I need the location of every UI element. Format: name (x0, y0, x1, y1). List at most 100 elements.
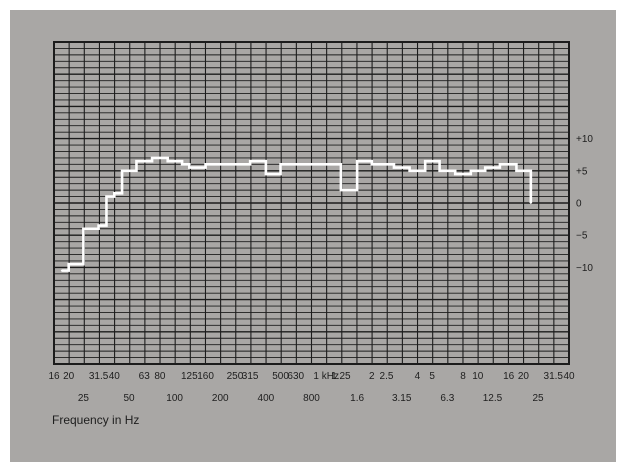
data-point (287, 163, 289, 166)
grid (53, 41, 570, 365)
data-point (431, 160, 434, 163)
data-point (135, 160, 138, 163)
data-point (195, 166, 198, 169)
data-point (522, 169, 525, 172)
data-point (279, 163, 282, 166)
data-point (332, 163, 335, 166)
x-tick-label: 500 (272, 371, 289, 382)
data-point (257, 160, 259, 163)
data-point (339, 189, 342, 192)
x-tick-label: 1.25 (331, 371, 351, 382)
x-tick-label: 50 (123, 393, 135, 404)
data-point (416, 169, 419, 172)
y-tick-label: −5 (576, 231, 588, 242)
x-tick-label: 2.5 (380, 371, 394, 382)
data-point (363, 160, 366, 163)
x-tick-label: 8 (460, 371, 466, 382)
data-point (476, 169, 479, 172)
x-tick-label: 4 (415, 371, 421, 382)
x-tick-label: 160 (197, 371, 214, 382)
data-point (491, 166, 494, 169)
data-point (294, 163, 297, 166)
data-point (507, 163, 510, 166)
data-point (318, 163, 321, 166)
x-tick-label: 12.5 (483, 393, 503, 404)
data-point (82, 227, 85, 230)
x-tick-label: 16 (503, 371, 515, 382)
data-point (325, 163, 328, 166)
data-point (128, 169, 130, 172)
data-point (143, 160, 146, 163)
data-point (75, 263, 78, 266)
data-point (515, 169, 518, 172)
data-point (241, 163, 244, 166)
data-point (181, 163, 183, 166)
data-point (159, 157, 161, 159)
x-tick-label: 40 (563, 371, 575, 382)
x-tick-label: 630 (287, 371, 304, 382)
x-tick-label: 31.5 (544, 371, 564, 382)
data-point (378, 163, 381, 166)
x-axis-label: Frequency in Hz (52, 413, 139, 427)
data-point (234, 163, 236, 166)
data-point (385, 163, 388, 166)
data-point (113, 192, 116, 195)
data-point (166, 160, 169, 163)
data-point (60, 269, 63, 272)
x-tick-label: 80 (154, 371, 166, 382)
x-tick-label: 1.6 (350, 393, 364, 404)
data-point (89, 227, 92, 230)
data-point (105, 195, 108, 198)
data-point (400, 166, 403, 169)
data-point (121, 169, 123, 172)
data-point (67, 263, 70, 266)
data-point (151, 157, 153, 159)
y-axis-ticks: +10 +5 0 −5 −10 (576, 134, 593, 274)
data-point (484, 166, 487, 169)
data-point (310, 163, 313, 166)
data-point (226, 163, 229, 166)
data-point (212, 163, 215, 166)
data-point (249, 160, 252, 163)
data-point (173, 160, 176, 163)
x-tick-label: 25 (78, 393, 90, 404)
data-point (529, 202, 532, 204)
data-point (438, 169, 441, 172)
data-point (302, 163, 305, 166)
x-tick-label: 200 (212, 393, 229, 404)
data-point (347, 189, 350, 192)
data-point (272, 173, 275, 175)
y-tick-label: +10 (576, 134, 593, 145)
data-point (219, 163, 222, 166)
x-tick-label: 1 kHz (313, 371, 339, 382)
x-tick-label: 10 (472, 371, 484, 382)
data-point (462, 173, 464, 175)
data-point (356, 160, 359, 163)
data-point (370, 163, 373, 166)
y-tick-label: −10 (576, 263, 593, 274)
data-point (446, 169, 449, 172)
x-tick-label: 800 (303, 393, 320, 404)
x-tick-label: 5 (429, 371, 435, 382)
x-tick-label: 25 (533, 393, 545, 404)
data-point (97, 224, 100, 227)
data-point (454, 173, 457, 175)
x-tick-label: 20 (518, 371, 530, 382)
x-tick-label: 400 (258, 393, 275, 404)
data-point (498, 163, 501, 166)
x-tick-label: 31.5 (89, 371, 109, 382)
x-tick-label: 125 (181, 371, 198, 382)
x-axis-ticks-row2: 25 50 100 200 400 800 1.6 3.15 6.3 12.5 25 (78, 393, 544, 404)
data-point (264, 173, 267, 175)
y-tick-label: 0 (576, 199, 582, 210)
x-tick-label: 63 (139, 371, 151, 382)
x-tick-label: 6.3 (440, 393, 454, 404)
x-tick-label: 16 (48, 371, 60, 382)
x-tick-label: 100 (166, 393, 183, 404)
data-point (393, 166, 395, 169)
x-tick-label: 40 (109, 371, 121, 382)
x-tick-label: 2 (369, 371, 375, 382)
